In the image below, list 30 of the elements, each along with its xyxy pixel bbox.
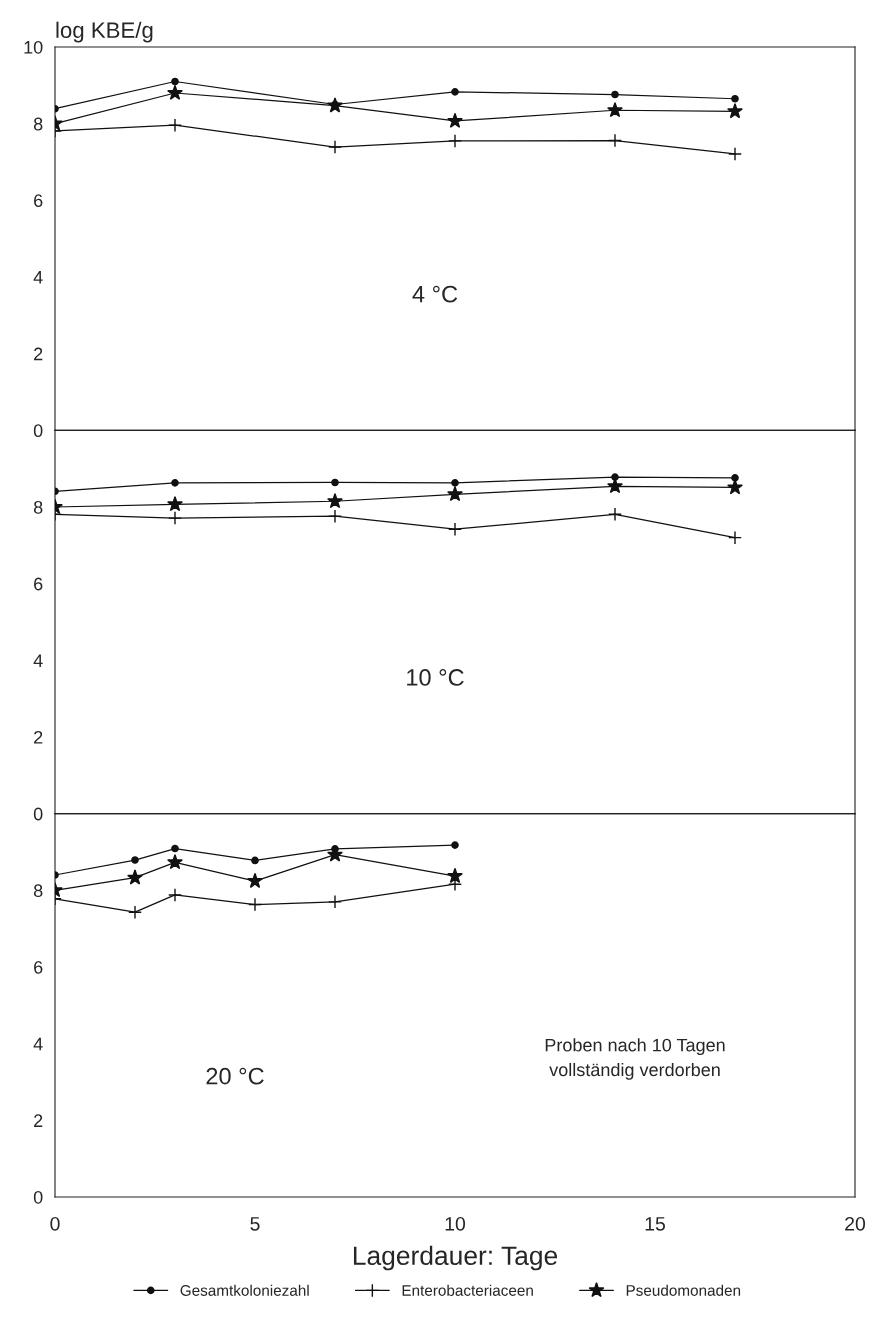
y-tick-label: 6 <box>34 577 43 591</box>
y-tick-label: 4 <box>33 1037 43 1051</box>
y-tick-label: 4 <box>33 654 43 667</box>
annotation: 4 °C <box>412 285 458 303</box>
y-tick-label: 0 <box>33 807 43 821</box>
y-axis-title: log KBE/g <box>56 21 153 43</box>
x-tick-label: 5 <box>250 1217 260 1231</box>
annotation: 10 °C <box>407 669 464 686</box>
x-tick-label: 0 <box>50 1216 60 1231</box>
y-tick-label: 6 <box>34 194 43 208</box>
y-tick-label: 8 <box>33 884 43 898</box>
y-tick-label: 10 <box>24 40 43 54</box>
y-tick-label: 0 <box>33 424 43 438</box>
annotation: Proben nach 10 Tagen vollständig verdorben <box>545 1038 725 1080</box>
legend-label: Enterobacteriaceen <box>402 1284 533 1296</box>
y-tick-label: 8 <box>33 500 43 514</box>
x-tick-label: 15 <box>645 1217 665 1231</box>
annotation: 20 °C <box>206 1067 264 1085</box>
x-axis-title: Lagerdauer: Tage <box>353 1245 558 1271</box>
y-tick-label: 2 <box>34 1114 43 1127</box>
y-tick-label: 6 <box>34 960 43 974</box>
y-tick-label: 0 <box>33 1190 43 1204</box>
y-tick-label: 2 <box>34 730 43 744</box>
y-tick-label: 8 <box>33 117 43 131</box>
x-tick-label: 20 <box>845 1216 866 1231</box>
legend-label: Pseudomonaden <box>626 1284 741 1296</box>
x-tick-label: 10 <box>445 1216 466 1231</box>
y-tick-label: 4 <box>33 271 43 284</box>
y-tick-label: 2 <box>34 347 43 361</box>
legend-label: Gesamtkoloniezahl <box>180 1284 309 1296</box>
